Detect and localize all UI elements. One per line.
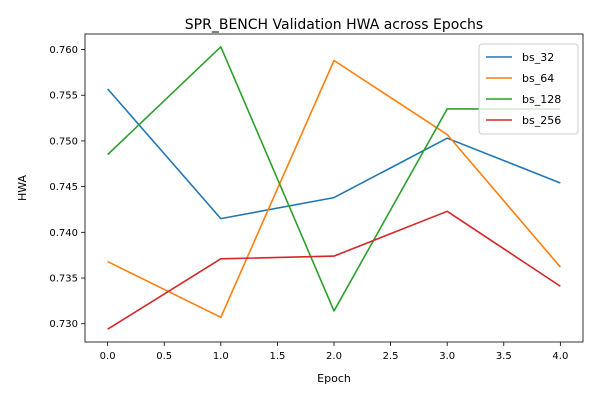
legend-label: bs_256 bbox=[522, 114, 561, 127]
y-tick-label: 0.730 bbox=[49, 319, 78, 330]
x-tick-label: 1.5 bbox=[269, 351, 285, 362]
series-lines bbox=[107, 45, 561, 330]
y-tick-label: 0.750 bbox=[49, 136, 78, 147]
x-axis-label: Epoch bbox=[317, 372, 351, 385]
y-tick-label: 0.735 bbox=[49, 274, 78, 285]
series-line-bs_64 bbox=[107, 59, 561, 319]
legend-label: bs_64 bbox=[522, 72, 554, 85]
x-tick-label: 2.5 bbox=[383, 351, 399, 362]
y-tick-label: 0.745 bbox=[49, 182, 78, 193]
legend-label: bs_32 bbox=[522, 51, 554, 64]
y-axis: 0.730 0.735 0.740 0.745 0.750 0.755 0.760 bbox=[49, 45, 85, 330]
x-tick-label: 1.0 bbox=[213, 351, 229, 362]
x-axis: 0.0 0.5 1.0 1.5 2.0 2.5 3.0 3.5 4.0 bbox=[100, 342, 568, 362]
legend: bs_32 bs_64 bs_128 bs_256 bbox=[478, 43, 579, 135]
x-tick-label: 3.0 bbox=[439, 351, 455, 362]
y-tick-label: 0.760 bbox=[49, 45, 78, 56]
chart-title: SPR_BENCH Validation HWA across Epochs bbox=[185, 17, 483, 33]
x-tick-label: 3.5 bbox=[496, 351, 512, 362]
y-axis-label: HWA bbox=[16, 174, 29, 201]
x-tick-label: 0.5 bbox=[156, 351, 172, 362]
legend-label: bs_128 bbox=[522, 93, 561, 106]
legend-box bbox=[478, 43, 579, 135]
x-tick-label: 0.0 bbox=[100, 351, 116, 362]
series-line-bs_256 bbox=[107, 210, 561, 330]
series-line-bs_32 bbox=[107, 88, 561, 220]
y-tick-label: 0.740 bbox=[49, 228, 78, 239]
x-tick-label: 4.0 bbox=[552, 351, 568, 362]
y-tick-label: 0.755 bbox=[49, 91, 78, 102]
x-tick-label: 2.0 bbox=[326, 351, 342, 362]
